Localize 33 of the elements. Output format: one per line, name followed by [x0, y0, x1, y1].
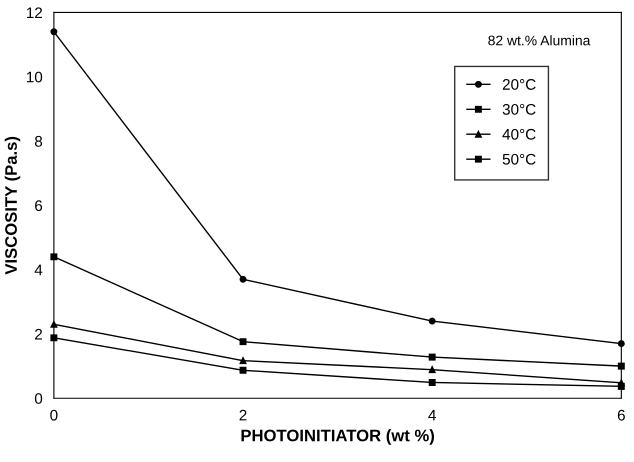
y-tick-label: 0 [34, 393, 42, 404]
y-tick-label: 12 [26, 7, 42, 18]
point [240, 276, 247, 283]
x-axis-title: PHOTOINITIATOR (wt %) [241, 429, 434, 445]
y-tick-label: 6 [35, 200, 42, 212]
point [240, 366, 247, 374]
point [428, 318, 436, 325]
point [618, 362, 625, 370]
y-tick-label: 4 [34, 264, 42, 276]
point [50, 320, 58, 328]
legend-label: 50°C [502, 154, 536, 165]
x-tick-label: 2 [240, 410, 247, 420]
point [428, 379, 436, 386]
annotation: 82 wt.% Alumina [488, 35, 590, 46]
point [618, 340, 625, 348]
point [240, 357, 247, 364]
y-tick-label: 2 [35, 328, 42, 340]
y-tick-label: 10 [26, 72, 42, 82]
point [618, 379, 625, 386]
point [50, 28, 58, 36]
x-tick-label: 6 [618, 410, 625, 421]
legend-label: 30°C [502, 104, 536, 115]
point [240, 338, 247, 346]
point [50, 334, 58, 342]
x-tick-label: 4 [428, 410, 436, 420]
point [428, 354, 436, 361]
y-tick-label: 8 [34, 136, 42, 147]
legend-label: 20°C [502, 79, 536, 90]
x-tick-label: 0 [50, 410, 58, 421]
y-axis-title: VISCOSITY (Pa.s) [4, 136, 20, 275]
point [428, 366, 436, 374]
point [50, 253, 58, 260]
legend-label: 40°C [502, 128, 536, 140]
